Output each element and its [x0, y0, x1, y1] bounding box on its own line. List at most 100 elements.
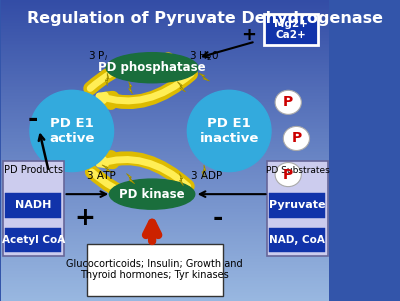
Text: -: - — [212, 206, 223, 230]
Bar — [1, 17, 329, 18]
Bar — [1, 293, 329, 295]
Bar — [1, 232, 329, 233]
Bar — [1, 107, 329, 108]
Bar — [1, 89, 329, 90]
FancyBboxPatch shape — [86, 244, 223, 296]
Bar — [1, 245, 329, 247]
Bar — [1, 292, 329, 293]
Bar — [1, 229, 329, 230]
Bar — [1, 235, 329, 236]
Bar — [1, 42, 329, 44]
Bar — [1, 111, 329, 113]
Bar — [1, 54, 329, 56]
Text: P: P — [283, 95, 293, 109]
Bar — [1, 45, 329, 47]
Bar — [1, 90, 329, 92]
Bar — [1, 75, 329, 77]
Bar — [1, 51, 329, 53]
Bar — [1, 134, 329, 135]
Ellipse shape — [110, 179, 195, 209]
Bar — [1, 157, 329, 158]
Bar — [1, 36, 329, 38]
Bar — [1, 217, 329, 218]
Bar — [1, 65, 329, 66]
Bar — [1, 248, 329, 250]
Bar — [1, 298, 329, 299]
Bar — [1, 60, 329, 62]
Bar — [1, 260, 329, 262]
Bar — [1, 289, 329, 290]
Bar — [1, 259, 329, 260]
Bar — [1, 93, 329, 95]
Bar — [1, 131, 329, 132]
Bar — [1, 227, 329, 229]
Bar — [1, 74, 329, 75]
Bar — [1, 146, 329, 147]
Bar — [1, 287, 329, 289]
Bar — [1, 268, 329, 269]
Bar — [1, 220, 329, 221]
Text: PD Substrates: PD Substrates — [266, 166, 329, 175]
Bar — [1, 200, 329, 202]
Bar — [1, 33, 329, 35]
Bar — [1, 53, 329, 54]
Bar — [1, 72, 329, 74]
Text: PD kinase: PD kinase — [119, 188, 185, 201]
Bar — [1, 110, 329, 111]
Bar — [1, 202, 329, 203]
Bar — [1, 244, 329, 245]
Bar — [1, 14, 329, 15]
Bar — [1, 12, 329, 14]
Bar — [1, 101, 329, 102]
Bar — [1, 203, 329, 205]
Bar — [1, 18, 329, 20]
Bar — [1, 286, 329, 287]
Bar — [1, 11, 329, 12]
Bar — [1, 120, 329, 122]
Bar — [1, 23, 329, 24]
Bar — [1, 24, 329, 26]
Bar — [1, 71, 329, 72]
Bar — [1, 205, 329, 206]
Bar — [1, 197, 329, 199]
Bar — [1, 50, 329, 51]
Bar — [1, 178, 329, 179]
Bar — [1, 38, 329, 39]
Bar — [1, 108, 329, 110]
Circle shape — [275, 163, 301, 187]
Bar — [1, 126, 329, 128]
Bar — [1, 199, 329, 200]
Text: 3 H$_2$0: 3 H$_2$0 — [189, 49, 220, 63]
Bar — [1, 32, 329, 33]
Bar — [1, 169, 329, 170]
Bar — [1, 190, 329, 191]
Bar — [1, 283, 329, 284]
Bar — [1, 6, 329, 8]
Bar — [1, 166, 329, 167]
Bar — [1, 179, 329, 181]
Text: +: + — [74, 206, 95, 230]
Text: NADH: NADH — [15, 200, 52, 210]
Text: PD E1
active: PD E1 active — [49, 117, 94, 145]
Bar — [1, 175, 329, 176]
Bar — [1, 123, 329, 125]
Bar — [1, 44, 329, 45]
FancyBboxPatch shape — [5, 228, 61, 252]
Bar — [1, 188, 329, 190]
Bar — [1, 30, 329, 32]
Bar — [1, 196, 329, 197]
Bar — [1, 167, 329, 169]
Bar — [1, 138, 329, 140]
Bar — [1, 80, 329, 81]
Bar — [1, 226, 329, 227]
Bar — [1, 176, 329, 178]
Circle shape — [283, 126, 310, 150]
Text: P: P — [291, 132, 302, 145]
Bar — [1, 193, 329, 194]
Text: +: + — [241, 26, 256, 44]
Bar — [1, 160, 329, 161]
Bar — [1, 105, 329, 107]
Bar — [1, 98, 329, 99]
Bar — [1, 26, 329, 27]
Bar — [1, 84, 329, 86]
